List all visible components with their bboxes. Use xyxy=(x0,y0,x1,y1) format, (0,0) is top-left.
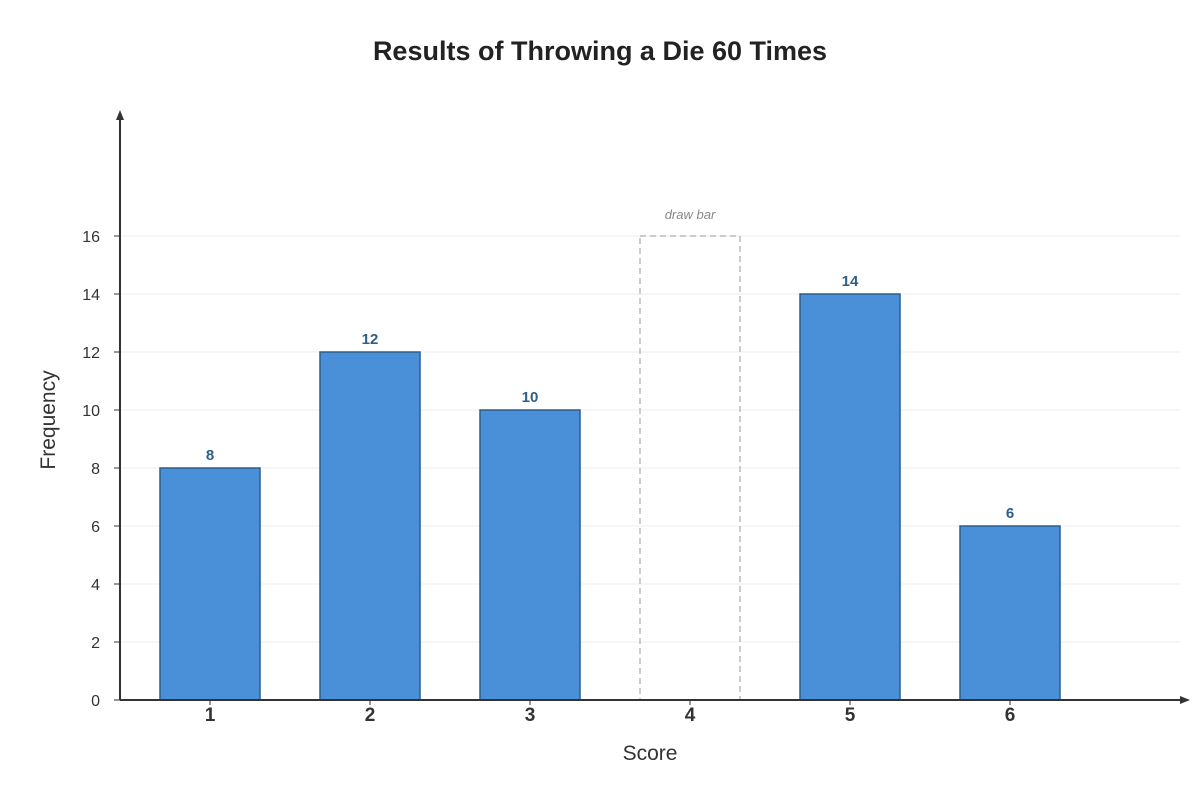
y-tick-label: 2 xyxy=(91,635,100,652)
x-tick-label: 3 xyxy=(525,705,536,726)
bar-value-label: 8 xyxy=(206,447,214,464)
x-axis-title: Score xyxy=(623,742,678,765)
bar-value-label: 6 xyxy=(1006,505,1014,522)
y-tick-label: 10 xyxy=(82,403,100,420)
x-tick-label: 5 xyxy=(845,705,856,726)
bar-2[interactable] xyxy=(319,351,421,701)
y-axis-arrow xyxy=(116,110,124,120)
y-tick-label: 8 xyxy=(91,461,100,478)
bar-value-label: 12 xyxy=(362,331,379,348)
x-tick-label: 1 xyxy=(205,705,216,726)
y-tick-label: 6 xyxy=(91,519,100,536)
x-tick-label: 2 xyxy=(365,705,376,726)
bars xyxy=(159,235,1061,701)
x-axis-arrow xyxy=(1180,696,1190,704)
y-tick-label: 0 xyxy=(91,693,100,710)
bar-5[interactable] xyxy=(799,293,901,701)
bar-value-labels: 8 12 10 draw bar 14 6 xyxy=(206,207,1014,522)
bar-6[interactable] xyxy=(959,525,1061,701)
x-tick-label: 4 xyxy=(685,705,696,726)
placeholder-label: draw bar xyxy=(665,207,716,222)
y-tick-label: 4 xyxy=(91,577,100,594)
bar-value-label: 10 xyxy=(522,389,539,406)
chart-title: Results of Throwing a Die 60 Times xyxy=(373,36,827,66)
y-axis-title: Frequency xyxy=(37,370,60,470)
bar-value-label: 14 xyxy=(842,273,859,290)
bar-3[interactable] xyxy=(479,409,581,701)
y-tick-label: 12 xyxy=(82,345,100,362)
y-tick-label: 16 xyxy=(82,229,100,246)
y-tick-label: 14 xyxy=(82,287,100,304)
bar-1[interactable] xyxy=(159,467,261,701)
grid-lines xyxy=(120,235,1180,643)
x-tick-label: 6 xyxy=(1005,705,1016,726)
axes xyxy=(114,110,1190,705)
